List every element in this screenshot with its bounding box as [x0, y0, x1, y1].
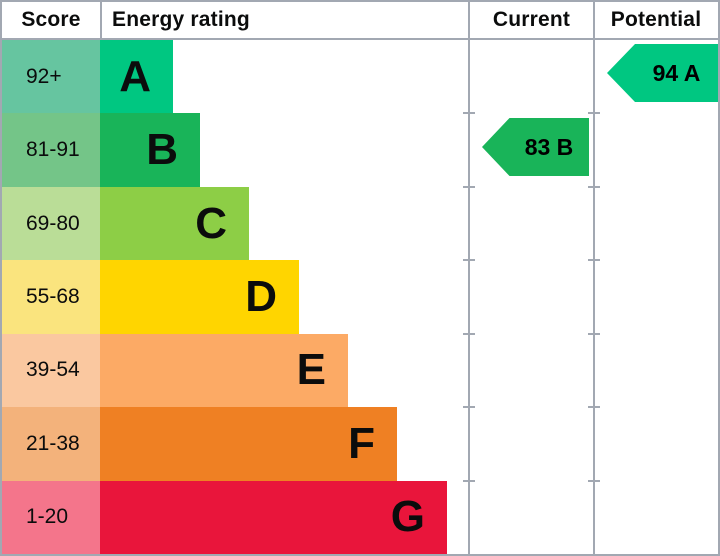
band-letter: D	[245, 271, 277, 321]
band-score-cell: 69-80	[2, 186, 100, 261]
potential-arrow-polygon	[607, 44, 718, 102]
current-column-divider	[468, 2, 470, 554]
header-energy-rating: Energy rating	[112, 8, 250, 31]
band-score-cell: 21-38	[2, 407, 100, 481]
current-arrow-polygon	[482, 118, 589, 176]
band-score-label: 92+	[26, 64, 62, 88]
potential-rating-label: 94 A	[652, 59, 701, 86]
row-tick	[588, 406, 600, 408]
row-tick	[588, 112, 600, 114]
band-row-c: 69-80 C	[2, 186, 718, 261]
band-rows: 92+ A 81-91 B 69-80 C 55-68	[2, 40, 718, 554]
band-bar-f: F	[100, 407, 397, 481]
band-bar-e: E	[100, 333, 348, 408]
row-tick	[588, 333, 600, 335]
band-bar-a: A	[100, 40, 173, 114]
band-score-label: 69-80	[26, 211, 80, 235]
potential-rating-arrow: 94 A	[607, 44, 718, 102]
arrow-shape-svg	[607, 44, 718, 102]
band-row-d: 55-68 D	[2, 260, 718, 334]
band-letter: F	[348, 418, 375, 468]
current-rating-label: 83 B	[524, 133, 574, 160]
row-tick	[463, 406, 475, 408]
band-score-label: 81-91	[26, 138, 80, 162]
band-letter: E	[296, 345, 326, 395]
header-current: Current	[492, 8, 571, 31]
band-letter: B	[146, 125, 178, 175]
band-score-cell: 81-91	[2, 113, 100, 187]
chart-header: Score Energy rating Current Potential	[2, 2, 718, 40]
band-score-label: 21-38	[26, 431, 80, 455]
arrow-shape-svg	[482, 118, 589, 176]
potential-column-divider	[593, 2, 595, 554]
band-row-b: 81-91 B	[2, 113, 718, 187]
band-score-label: 39-54	[26, 358, 80, 382]
band-letter: G	[390, 492, 425, 542]
band-row-e: 39-54 E	[2, 333, 718, 408]
row-tick	[463, 480, 475, 482]
row-tick	[588, 480, 600, 482]
band-row-f: 21-38 F	[2, 407, 718, 481]
row-tick	[588, 259, 600, 261]
header-score: Score	[21, 8, 81, 31]
band-score-label: 55-68	[26, 284, 80, 308]
band-bar-g: G	[100, 480, 447, 554]
score-column-divider	[100, 2, 102, 40]
band-score-cell: 55-68	[2, 260, 100, 334]
row-tick	[463, 112, 475, 114]
band-score-cell: 1-20	[2, 480, 100, 554]
header-potential: Potential	[610, 8, 702, 31]
row-tick	[463, 186, 475, 188]
band-letter: C	[195, 198, 227, 248]
current-rating-arrow: 83 B	[482, 118, 589, 176]
band-score-label: 1-20	[26, 505, 69, 529]
band-row-a: 92+ A	[2, 40, 718, 114]
row-tick	[463, 333, 475, 335]
band-bar-d: D	[100, 260, 299, 334]
row-tick	[463, 259, 475, 261]
band-row-g: 1-20 G	[2, 480, 718, 554]
band-score-cell: 92+	[2, 40, 100, 114]
band-letter: A	[119, 51, 151, 101]
row-tick	[588, 186, 600, 188]
band-bar-c: C	[100, 186, 249, 261]
band-score-cell: 39-54	[2, 333, 100, 408]
band-bar-b: B	[100, 113, 200, 187]
